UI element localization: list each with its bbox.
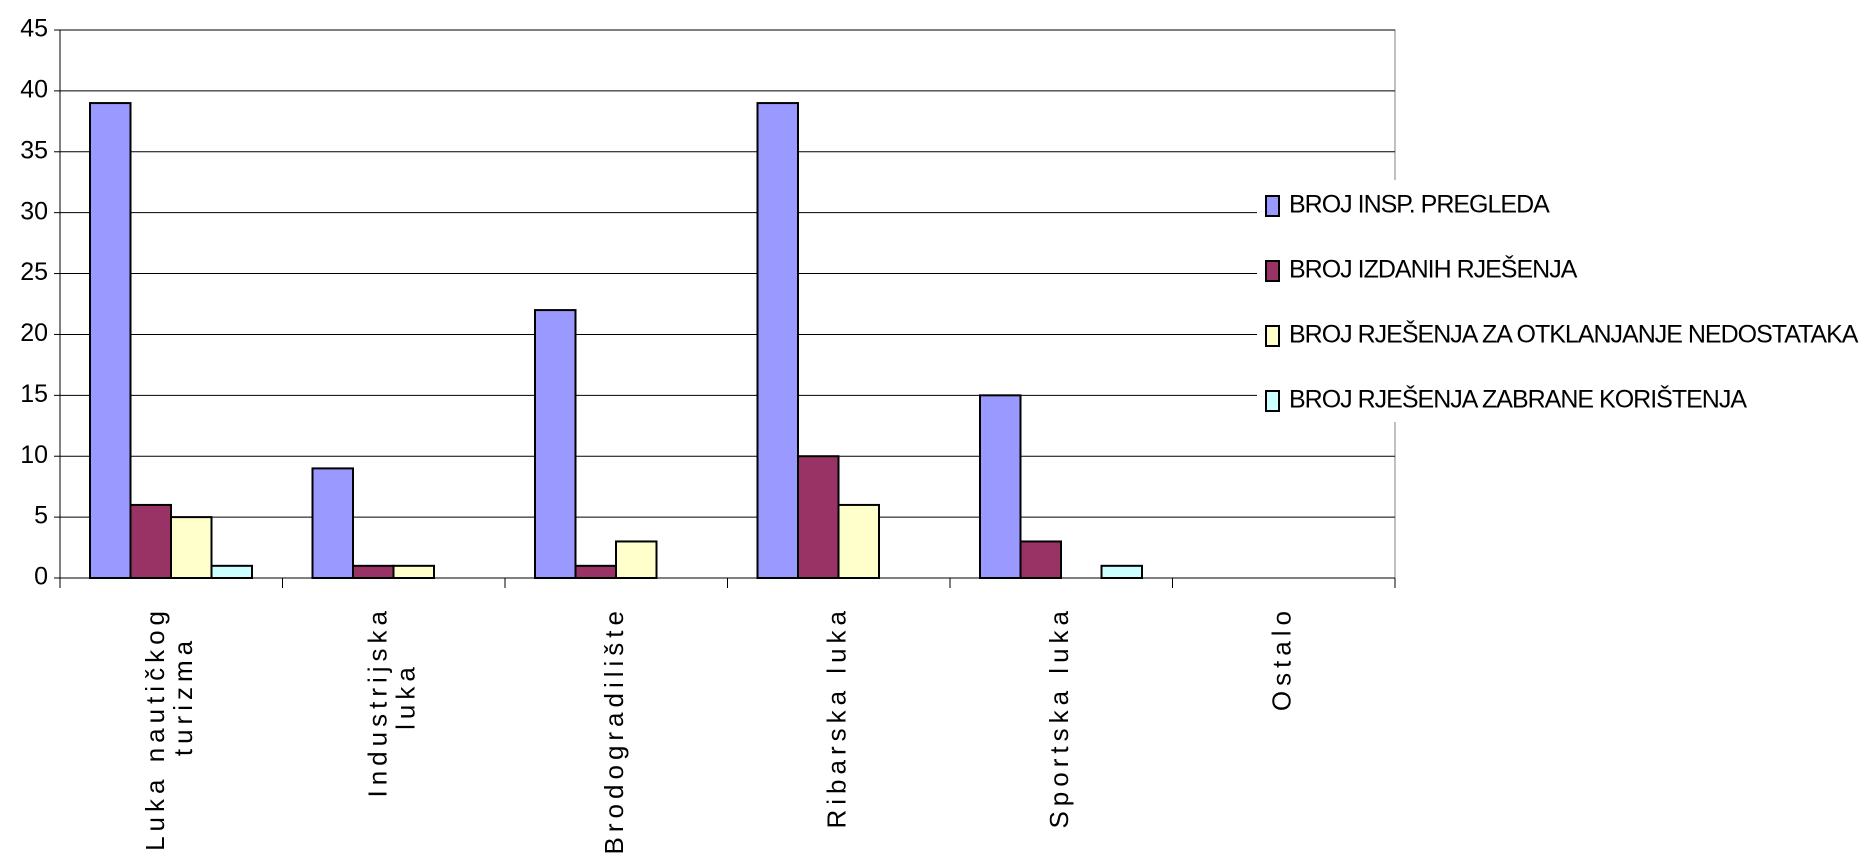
bar bbox=[170, 516, 213, 579]
bar bbox=[615, 540, 658, 580]
bar bbox=[1019, 540, 1062, 580]
bar bbox=[311, 467, 354, 579]
legend-swatch bbox=[1265, 260, 1280, 282]
legend-swatch bbox=[1265, 390, 1280, 412]
y-tick-label: 20 bbox=[20, 319, 48, 347]
x-tick-label: Ostalo bbox=[1267, 606, 1297, 711]
bar bbox=[89, 102, 132, 579]
bar bbox=[534, 309, 577, 579]
x-tick-label: luka bbox=[391, 662, 421, 730]
x-tick-label: Industrijska bbox=[363, 606, 393, 798]
y-tick-label: 5 bbox=[34, 502, 48, 530]
bar bbox=[797, 455, 840, 580]
bar bbox=[837, 503, 880, 579]
y-tick-label: 45 bbox=[20, 15, 48, 43]
x-tick-label: Sportska luka bbox=[1044, 606, 1074, 829]
legend-label: BROJ INSP. PREGLEDA bbox=[1289, 191, 1550, 219]
x-tick-label: turizma bbox=[168, 636, 198, 756]
legend-swatch bbox=[1265, 325, 1280, 347]
y-tick-label: 40 bbox=[20, 75, 48, 103]
y-tick-label: 10 bbox=[20, 441, 48, 469]
bar bbox=[392, 564, 435, 579]
bar bbox=[352, 564, 395, 579]
legend-box bbox=[1257, 180, 1869, 422]
y-tick-label: 30 bbox=[20, 197, 48, 225]
bar bbox=[574, 564, 617, 579]
legend-label: BROJ RJEŠENJA ZA OTKLANJANJE NEDOSTATAKA bbox=[1289, 320, 1859, 349]
x-tick-label: Brodogradilište bbox=[599, 606, 629, 854]
y-tick-label: 0 bbox=[34, 563, 48, 591]
bar bbox=[979, 394, 1022, 580]
legend-swatch bbox=[1265, 195, 1280, 217]
legend: BROJ INSP. PREGLEDA BROJ IZDANIH RJEŠENJA… bbox=[1257, 180, 1869, 422]
legend-label: BROJ RJEŠENJA ZABRANE KORIŠTENJA bbox=[1289, 385, 1747, 414]
bar bbox=[756, 102, 799, 579]
legend-label: BROJ IZDANIH RJEŠENJA bbox=[1289, 255, 1578, 284]
bar bbox=[129, 503, 172, 579]
y-tick-label: 25 bbox=[20, 258, 48, 286]
bar bbox=[210, 564, 253, 579]
x-tick-label: Luka nautičkog bbox=[140, 606, 170, 851]
plot-area bbox=[59, 29, 1396, 579]
x-tick-label: Ribarska luka bbox=[822, 606, 852, 829]
y-tick-label: 15 bbox=[20, 380, 48, 408]
y-tick-label: 35 bbox=[20, 136, 48, 164]
bar bbox=[1100, 564, 1143, 579]
